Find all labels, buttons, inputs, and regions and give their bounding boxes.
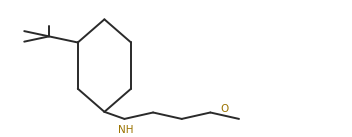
Text: O: O [221,104,229,114]
Text: NH: NH [119,125,134,135]
